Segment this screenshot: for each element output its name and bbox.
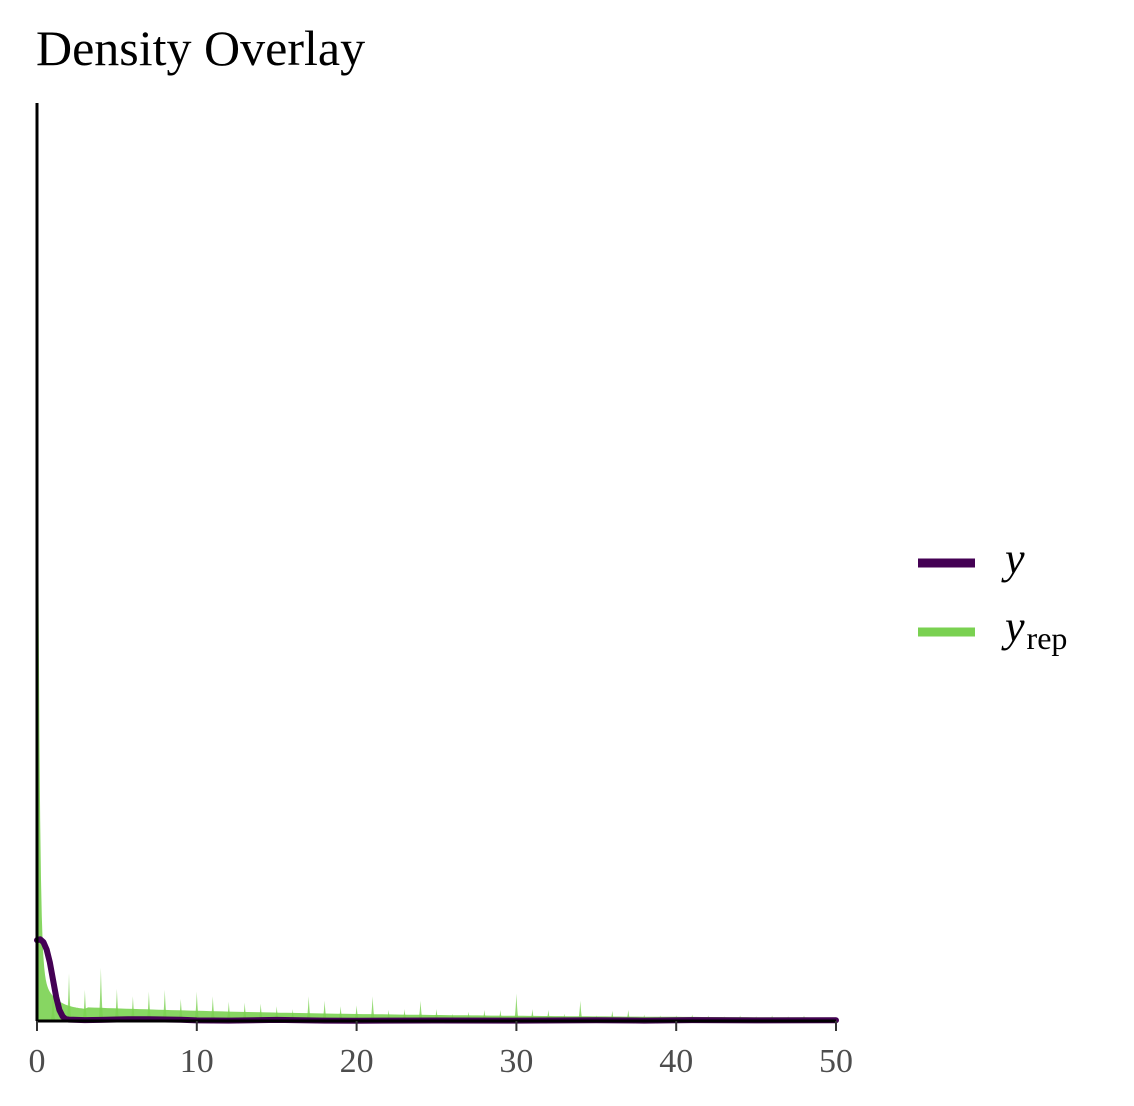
x-tick-label-0: 0 (29, 1043, 46, 1080)
yrep-spike-22 (385, 1010, 392, 1021)
yrep-spike-31 (529, 1009, 536, 1021)
yrep-spike-19 (337, 1006, 344, 1021)
axes: 0 10 20 30 40 50 (29, 103, 853, 1080)
yrep-spike-16 (289, 1009, 296, 1021)
yrep-spike-15 (273, 1006, 280, 1021)
yrep-spike-21 (369, 996, 376, 1021)
yrep-spike-36 (609, 1010, 616, 1021)
y-density-path (34, 936, 839, 1024)
legend-label-yrep: yrep (1001, 602, 1067, 656)
yrep-spike-30 (513, 993, 520, 1021)
yrep-spike-11 (209, 996, 216, 1021)
yrep-spike-17 (305, 996, 312, 1021)
chart-title: Density Overlay (36, 20, 365, 76)
yrep-spike-5 (114, 988, 120, 1021)
yrep-spike-7 (146, 991, 152, 1021)
x-ticks: 0 10 20 30 40 50 (29, 1021, 853, 1080)
yrep-spike-3 (82, 989, 88, 1021)
yrep-spike-23 (401, 1009, 408, 1021)
legend-item-yrep: yrep (918, 602, 1067, 656)
yrep-spike-25 (433, 1009, 440, 1021)
yrep-spike-28 (481, 1010, 488, 1021)
yrep-spike-37 (625, 1010, 632, 1021)
yrep-spike-20 (353, 1005, 360, 1021)
x-tick-label-40: 40 (659, 1043, 693, 1080)
yrep-spike-12 (225, 1001, 232, 1021)
yrep-spike-34 (577, 1000, 584, 1021)
yrep-spike-8 (162, 989, 168, 1021)
legend-label-yrep-base: y (1001, 602, 1025, 651)
yrep-spike-14 (257, 1003, 264, 1021)
yrep-spike-2 (66, 973, 72, 1021)
legend-item-y: y (918, 534, 1025, 583)
y-density-line (34, 936, 839, 1024)
yrep-spike-33 (561, 1013, 568, 1021)
x-tick-label-50: 50 (819, 1043, 853, 1080)
yrep-spike-10 (193, 991, 200, 1021)
yrep-spike-1 (50, 995, 56, 1021)
yrep-spike-9 (177, 999, 184, 1021)
plot-area (34, 103, 839, 1024)
yrep-spike-29 (497, 1010, 504, 1021)
x-tick-label-30: 30 (499, 1043, 533, 1080)
yrep-spike-13 (241, 1002, 248, 1021)
yrep-main-peak (37, 103, 836, 1021)
x-tick-label-10: 10 (180, 1043, 214, 1080)
x-tick-label-20: 20 (340, 1043, 374, 1080)
legend-label-y: y (1001, 534, 1025, 583)
yrep-spike-27 (465, 1011, 472, 1021)
legend-label-yrep-subscript: rep (1027, 620, 1068, 656)
yrep-spike-26 (449, 1013, 456, 1021)
yrep-density-fill (37, 103, 836, 1021)
yrep-spike-24 (417, 1000, 424, 1021)
yrep-spike-6 (130, 996, 136, 1021)
yrep-spike-4 (98, 967, 104, 1021)
yrep-spike-18 (321, 1000, 328, 1021)
legend: y yrep (918, 534, 1067, 656)
yrep-spike-32 (545, 1010, 552, 1021)
